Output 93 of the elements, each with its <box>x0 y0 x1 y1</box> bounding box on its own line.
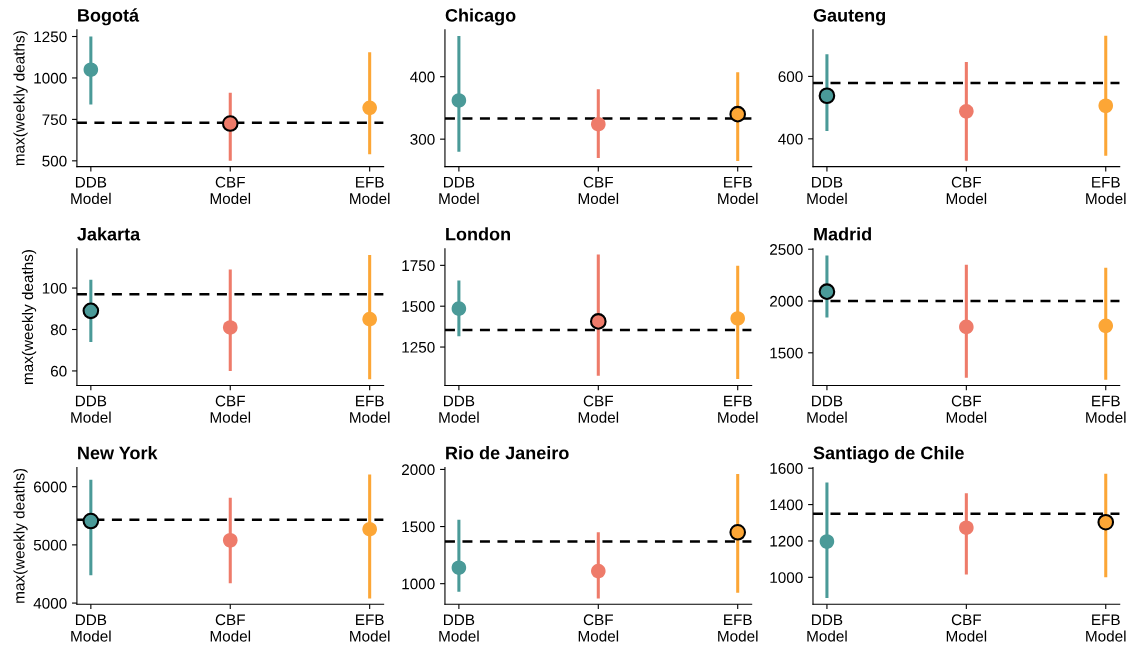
x-tick-label: EFB Model <box>1086 395 1126 423</box>
x-tick-label: DDB Model <box>807 614 847 642</box>
x-tick-label: EFB Model <box>718 614 758 642</box>
chart-title: Jakarta <box>77 227 141 241</box>
x-tick-label: EFB Model <box>718 176 758 205</box>
x-tick-label: CBF Model <box>946 395 987 423</box>
point <box>83 62 99 77</box>
point <box>729 523 747 541</box>
chart-title: Chicago <box>445 8 516 26</box>
x-tick-label: CBF Model <box>210 176 251 205</box>
y-tick-label: 1600 <box>770 463 803 474</box>
y-tick-label: 1400 <box>770 499 803 511</box>
point <box>959 104 974 119</box>
chart-title: Madrid <box>814 227 871 241</box>
y-tick-label: 4000 <box>33 597 67 609</box>
y-tick-label: 2500 <box>770 244 803 255</box>
y-tick-label: 1500 <box>402 521 435 533</box>
y-tick-label: 60 <box>50 365 67 377</box>
x-tick-label: CBF Model <box>946 614 987 642</box>
y-tick-label: 80 <box>50 324 67 336</box>
y-axis-title: max(weekly deaths) <box>21 250 37 384</box>
point <box>591 116 606 132</box>
y-axis-title: max(weekly deaths) <box>13 31 28 166</box>
y-tick-label: 1250 <box>402 341 435 353</box>
x-tick-label: EFB Model <box>718 395 758 423</box>
point <box>362 100 377 116</box>
y-tick-label: 1750 <box>402 260 435 272</box>
y-tick-label: 1000 <box>770 572 803 584</box>
x-tick-label: DDB Model <box>439 176 479 205</box>
y-tick-label: 300 <box>410 134 435 145</box>
x-tick-label: CBF Model <box>578 395 619 423</box>
chart-title: Bogotá <box>78 8 140 26</box>
x-tick-label: CBF Model <box>946 176 987 205</box>
x-tick-label: CBF Model <box>578 176 619 205</box>
point <box>591 563 606 579</box>
point <box>959 319 974 335</box>
point <box>451 560 467 575</box>
x-tick-label: DDB Model <box>439 614 479 642</box>
x-tick-label: DDB Model <box>71 176 111 205</box>
x-tick-label: EFB Model <box>350 614 390 642</box>
point <box>818 87 836 105</box>
chart-title: Santiago de Chile <box>813 446 964 463</box>
x-tick-label: DDB Model <box>807 395 847 423</box>
y-tick-label: 6000 <box>33 481 67 493</box>
chart-title: Gauteng <box>813 8 886 26</box>
y-tick-label: 400 <box>778 133 803 145</box>
chart-title: Rio de Janeiro <box>446 446 569 460</box>
x-tick-label: EFB Model <box>350 176 390 205</box>
x-tick-label: EFB Model <box>350 395 390 423</box>
x-tick-label: DDB Model <box>71 614 111 642</box>
point <box>221 115 239 132</box>
y-tick-label: 2000 <box>402 464 435 476</box>
y-tick-label: 5000 <box>33 539 67 551</box>
x-tick-label: DDB Model <box>439 395 479 423</box>
point <box>729 105 747 123</box>
y-tick-label: 500 <box>42 155 67 167</box>
point <box>362 311 377 327</box>
y-tick-label: 1000 <box>402 578 435 590</box>
chart-title: London <box>446 227 510 241</box>
x-tick-label: DDB Model <box>807 176 847 205</box>
y-tick-label: 1250 <box>34 31 67 43</box>
y-tick-label: 1500 <box>770 347 803 359</box>
point <box>222 320 238 335</box>
point <box>451 301 467 316</box>
y-tick-label: 750 <box>42 114 67 126</box>
y-tick-label: 400 <box>410 71 435 83</box>
point <box>818 283 836 300</box>
point <box>959 520 974 535</box>
point <box>1098 318 1114 334</box>
chart-title: New York <box>78 446 158 460</box>
point <box>451 93 467 108</box>
x-tick-label: DDB Model <box>71 395 111 423</box>
x-tick-label: EFB Model <box>1086 176 1126 205</box>
point <box>1097 513 1115 531</box>
y-tick-label: 1000 <box>34 72 67 84</box>
y-tick-label: 1200 <box>770 535 803 547</box>
y-tick-label: 100 <box>42 282 67 294</box>
x-tick-label: CBF Model <box>210 614 251 642</box>
y-tick-label: 2000 <box>770 295 803 307</box>
point <box>82 512 100 530</box>
y-tick-label: 600 <box>778 71 803 83</box>
x-tick-label: EFB Model <box>1086 614 1126 642</box>
point <box>819 534 835 549</box>
point <box>82 302 100 320</box>
x-tick-label: CBF Model <box>210 395 251 423</box>
point <box>222 532 238 548</box>
y-axis-title: max(weekly deaths) <box>13 468 28 603</box>
y-tick-label: 1500 <box>402 301 435 312</box>
point <box>730 311 745 326</box>
point <box>1098 98 1114 114</box>
point <box>589 313 607 330</box>
x-tick-label: CBF Model <box>578 614 619 642</box>
point <box>362 521 377 537</box>
